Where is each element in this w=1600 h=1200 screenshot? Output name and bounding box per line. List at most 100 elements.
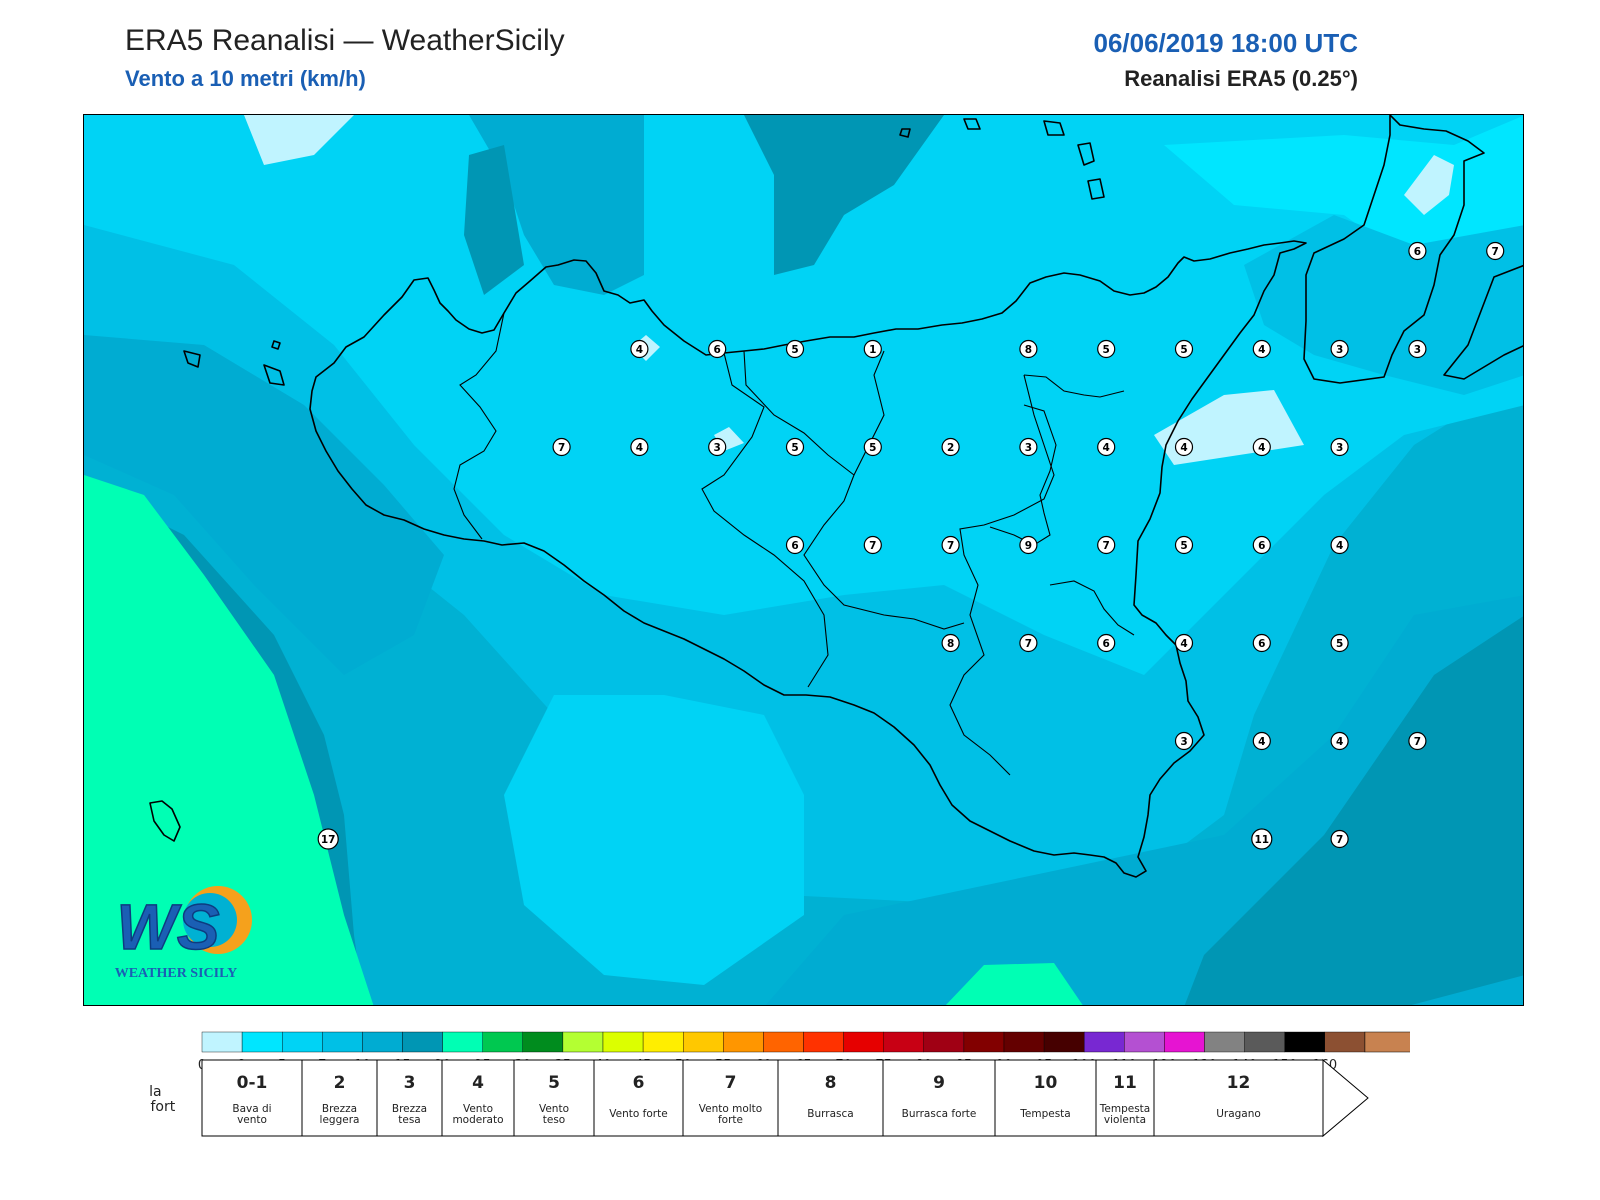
beaufort-arrow [1322, 1058, 1369, 1138]
station-circle [1097, 633, 1116, 653]
station-marker: 7 [941, 535, 960, 555]
station-marker: 4 [1330, 731, 1349, 751]
colorbar-swatch [963, 1031, 1005, 1053]
station-value: 3 [1414, 344, 1421, 356]
station-marker: 4 [630, 339, 649, 359]
beaufort-number: 4 [472, 1073, 484, 1093]
station-circle [863, 535, 882, 555]
station-circle [1330, 829, 1349, 849]
station-marker: 7 [1330, 829, 1349, 849]
station-marker: 5 [785, 437, 805, 457]
station-circle [863, 437, 882, 457]
colorbar-swatches [201, 1031, 1450, 1053]
station-value: 3 [1180, 736, 1187, 748]
station-marker: 3 [708, 437, 727, 457]
colorbar-swatch [923, 1031, 965, 1053]
beaufort-number: 5 [548, 1073, 560, 1093]
station-marker: 7 [552, 437, 571, 457]
colorbar-swatch [883, 1031, 925, 1053]
station-value: 5 [1103, 344, 1110, 356]
station-value: 1 [869, 344, 876, 356]
station-value: 6 [1258, 638, 1265, 650]
station-circle [317, 828, 339, 850]
station-circle [708, 339, 727, 359]
colorbar-swatch [362, 1031, 403, 1053]
data-source: Reanalisi ERA5 (0.25°) [1124, 66, 1358, 91]
station-marker: 1 [863, 339, 882, 359]
beaufort-cell: 8 Burrasca [777, 1059, 884, 1137]
station-circle [1019, 339, 1038, 359]
station-marker: 4 [1330, 535, 1349, 555]
beaufort-name: Tempesta [1019, 1108, 1070, 1120]
station-marker: 5 [1174, 535, 1194, 555]
station-circle [1174, 437, 1194, 457]
station-circle [1019, 437, 1038, 457]
colorbar-swatch [642, 1031, 684, 1053]
station-circle [863, 339, 882, 359]
station-circle [785, 437, 805, 457]
station-value: 4 [1180, 442, 1187, 454]
station-marker: 3 [1408, 339, 1427, 359]
beaufort-number: 10 [1034, 1073, 1058, 1093]
station-circle [785, 535, 805, 555]
station-circle [1252, 535, 1271, 555]
colorbar-swatch [562, 1031, 604, 1053]
station-marker: 2 [941, 437, 960, 457]
station-circle [1330, 339, 1349, 359]
station-value: 7 [1103, 540, 1110, 552]
colorbar-swatch [1284, 1031, 1325, 1053]
beaufort-number: 12 [1227, 1073, 1251, 1093]
station-marker: 3 [1174, 731, 1194, 751]
station-value: 6 [1414, 246, 1421, 258]
station-marker: 7 [1486, 241, 1505, 261]
station-circle [1251, 828, 1273, 850]
colorbar-swatch [1204, 1031, 1245, 1053]
station-value: 4 [1180, 638, 1187, 650]
colorbar-swatch [522, 1031, 564, 1053]
logo-letters: WS [116, 891, 219, 963]
colorbar-swatch [442, 1031, 483, 1053]
map-title: ERA5 Reanalisi — WeatherSicily [125, 24, 565, 57]
beaufort-name: Brezza leggera [320, 1103, 360, 1126]
station-value: 7 [1336, 834, 1343, 846]
colorbar-swatch [1324, 1031, 1366, 1053]
station-circle [1097, 535, 1116, 555]
colorbar-swatch [763, 1031, 804, 1053]
station-circle [785, 339, 805, 359]
station-circle [1408, 241, 1427, 261]
station-marker: 7 [1408, 731, 1427, 751]
station-value: 3 [1336, 442, 1343, 454]
beaufort-name: Vento teso [539, 1103, 569, 1126]
station-marker: 5 [785, 339, 805, 359]
station-value: 3 [714, 442, 721, 454]
station-circle [1330, 535, 1349, 555]
station-circle [1174, 633, 1194, 653]
station-marker: 4 [1174, 633, 1194, 653]
colorbar-legend: 0257101520253035404550556065707580859095… [115, 1030, 1450, 1190]
station-circle [1174, 731, 1194, 751]
beaufort-cell: 12 Uragano [1153, 1059, 1324, 1137]
beaufort-number: 11 [1113, 1073, 1137, 1093]
station-circle [1330, 633, 1349, 653]
station-value: 4 [636, 344, 643, 356]
wind-contours [84, 115, 1523, 1005]
station-value: 6 [1258, 540, 1265, 552]
station-circle [941, 535, 960, 555]
station-marker: 5 [863, 437, 882, 457]
coastline [149, 115, 1523, 878]
station-value: 4 [1258, 442, 1265, 454]
beaufort-number: 6 [633, 1073, 645, 1093]
station-value: 5 [1180, 540, 1187, 552]
station-value: 5 [1180, 344, 1187, 356]
beaufort-scale: 0-1 Bava di vento 2 Brezza leggera 3 Brezza tesa… [201, 1058, 1369, 1138]
wind-map[interactable]: 4 6 5 1 8 5 5 4 3 3 6 7 7 4 3 5 5 2 3 4 4 4 3 6 7 7 9 7 5 6 4 8 7 6 4 6 5 3 4 4… [83, 114, 1524, 1006]
station-circle [1252, 339, 1271, 359]
station-value: 4 [636, 442, 643, 454]
colorbar-swatch [723, 1031, 764, 1053]
colorbar-swatch [281, 1031, 323, 1053]
beaufort-number: 0-1 [237, 1073, 268, 1093]
station-circle [1330, 437, 1349, 457]
station-marker: 7 [1019, 633, 1038, 653]
valid-datetime: 06/06/2019 18:00 UTC [1093, 28, 1358, 58]
station-circle [630, 437, 649, 457]
